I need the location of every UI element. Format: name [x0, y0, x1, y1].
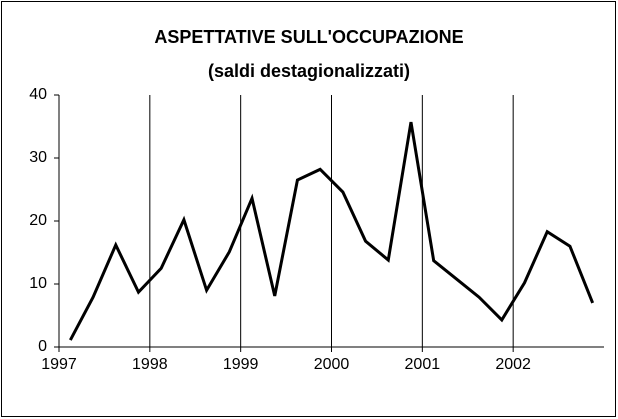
x-tick-label: 1999 — [223, 356, 259, 373]
y-tick-label: 30 — [29, 149, 47, 166]
chart-subtitle: (saldi destagionalizzati) — [208, 61, 410, 81]
y-tick-label: 0 — [38, 338, 47, 355]
x-tick-label: 2002 — [495, 356, 531, 373]
x-tick-label: 1997 — [41, 356, 77, 373]
y-tick-label: 40 — [29, 86, 47, 103]
x-tick-label: 1998 — [132, 356, 168, 373]
y-tick-label: 10 — [29, 275, 47, 292]
y-tick-label: 20 — [29, 212, 47, 229]
data-line — [69, 121, 595, 341]
x-tick-label: 2001 — [405, 356, 441, 373]
chart-title: ASPETTATIVE SULL'OCCUPAZIONE — [154, 27, 463, 47]
x-tick-label: 2000 — [314, 356, 350, 373]
